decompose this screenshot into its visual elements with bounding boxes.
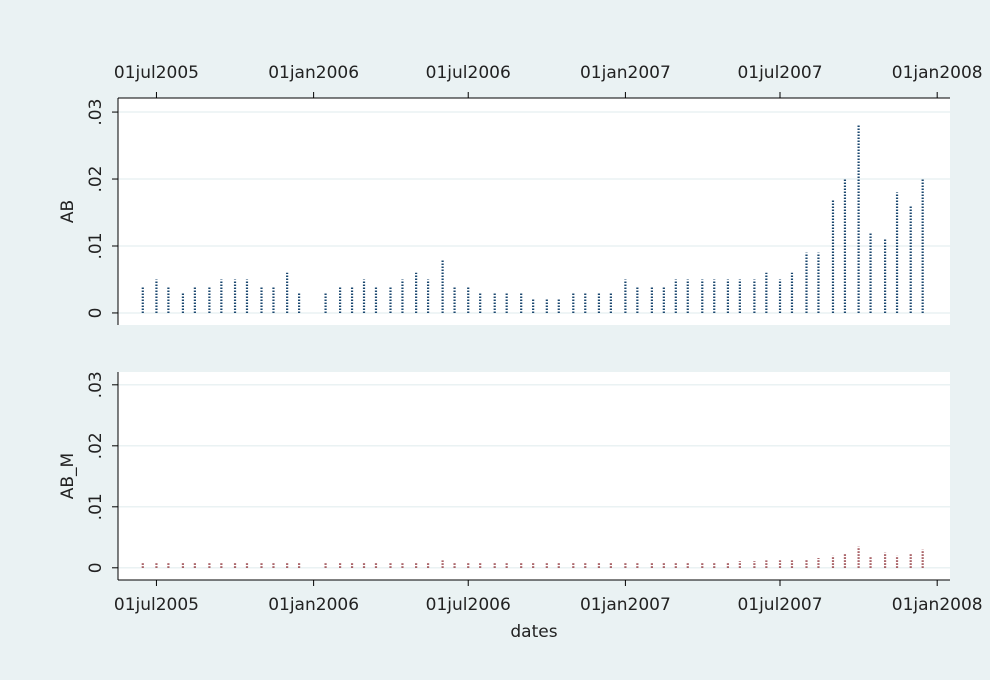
x-tick-label: 01jan2008 (892, 63, 983, 83)
y-axis-title: AB (58, 200, 78, 223)
y-axis-title: AB_M (58, 453, 78, 499)
y-tick-label: .03 (86, 99, 106, 126)
y-tick-label: .02 (86, 166, 106, 193)
y-tick-label: .02 (86, 432, 106, 459)
x-tick-label: 01jul2005 (114, 595, 199, 615)
x-tick-label: 01jan2006 (268, 63, 359, 83)
x-axis-title: dates (510, 622, 557, 642)
x-tick-label: 01jul2007 (737, 63, 822, 83)
y-tick-label: .01 (86, 232, 106, 259)
x-tick-label: 01jul2006 (426, 63, 511, 83)
x-tick-label: 01jul2005 (114, 63, 199, 83)
x-tick-label: 01jan2007 (580, 63, 671, 83)
x-tick-label: 01jul2007 (737, 595, 822, 615)
y-tick-label: 0 (86, 562, 106, 573)
plot-area (118, 98, 950, 325)
y-tick-label: .01 (86, 493, 106, 520)
x-tick-label: 01jan2006 (268, 595, 359, 615)
plot-area (118, 372, 950, 580)
x-tick-label: 01jan2007 (580, 595, 671, 615)
x-tick-label: 01jan2008 (892, 595, 983, 615)
x-tick-label: 01jul2006 (426, 595, 511, 615)
y-tick-label: .03 (86, 371, 106, 398)
y-tick-label: 0 (86, 308, 106, 319)
